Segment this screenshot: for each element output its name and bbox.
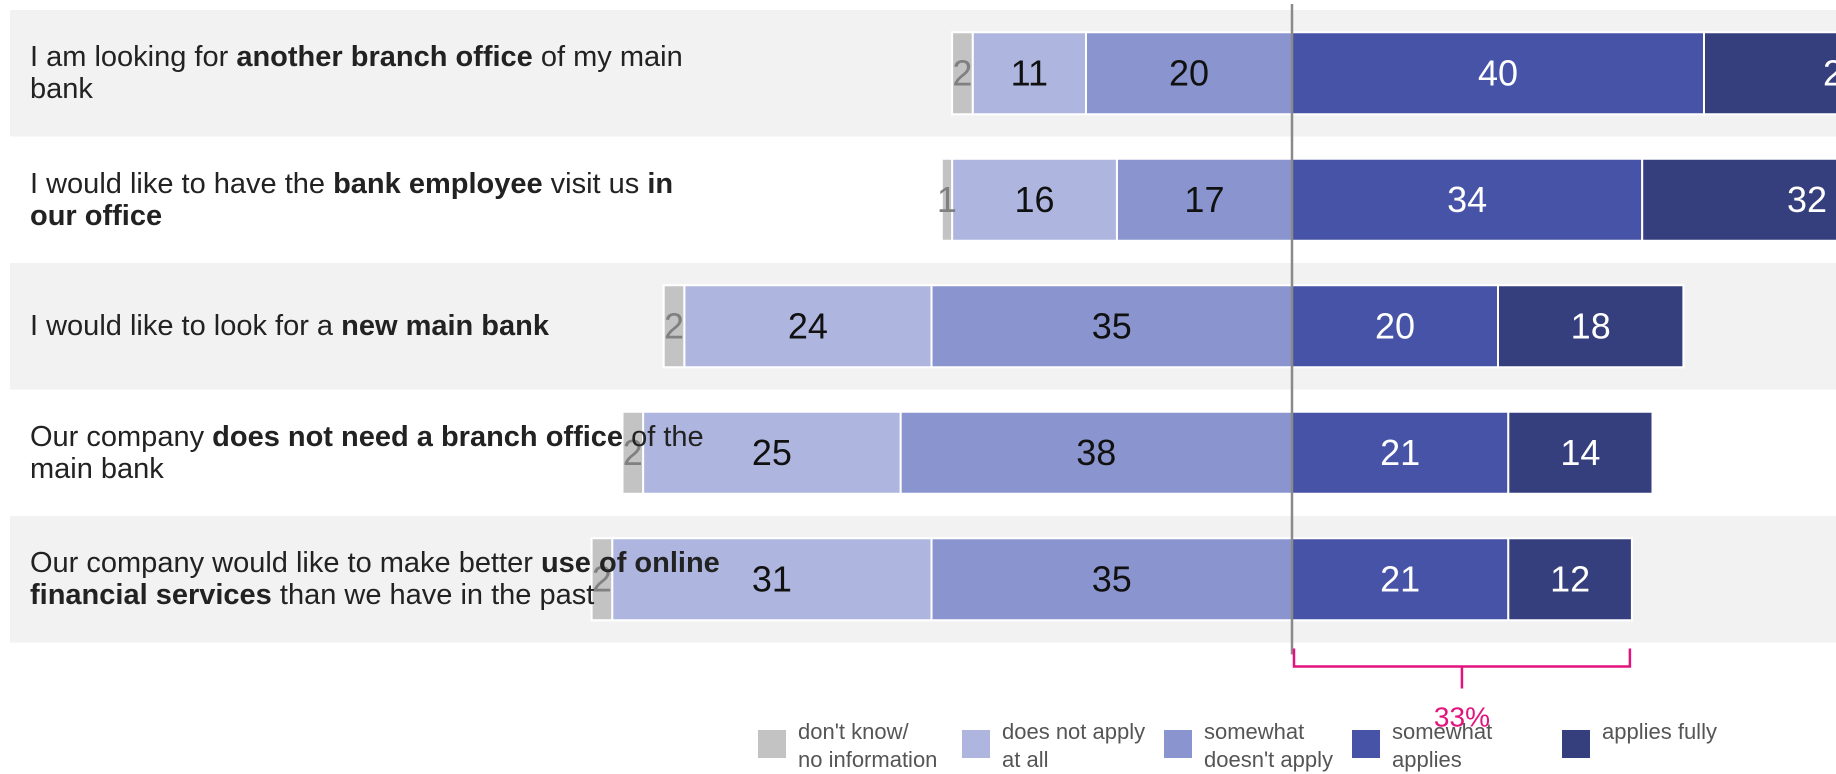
data-label: 17 xyxy=(1184,179,1224,220)
legend-swatch xyxy=(1164,730,1192,758)
row-label: Our company does not need a branch offic… xyxy=(30,420,704,485)
bar-segment xyxy=(1115,157,1294,242)
annotation-bracket xyxy=(1292,648,1632,689)
bar-segment xyxy=(1291,31,1705,116)
legend-item: somewhat applies xyxy=(1352,718,1492,774)
bar-segment xyxy=(621,410,645,495)
data-label: 12 xyxy=(1550,558,1590,599)
bar-segment xyxy=(590,537,614,622)
legend-swatch xyxy=(758,730,786,758)
data-label: 2 xyxy=(592,558,612,599)
data-label: 40 xyxy=(1478,52,1518,93)
data-label: 20 xyxy=(1375,305,1415,346)
legend-item: applies fully xyxy=(1562,718,1717,758)
bar-segment xyxy=(1291,537,1510,622)
bar-segment xyxy=(611,537,933,622)
data-label: 25 xyxy=(752,432,792,473)
legend-swatch xyxy=(1352,730,1380,758)
legend-swatch xyxy=(962,730,990,758)
data-label: 24 xyxy=(788,305,828,346)
data-label: 35 xyxy=(1092,305,1132,346)
legend-label: somewhat applies xyxy=(1392,719,1493,772)
bar-segment xyxy=(642,410,902,495)
bar-segment xyxy=(899,410,1293,495)
data-label: 18 xyxy=(1571,305,1611,346)
legend-item: somewhat doesn't apply xyxy=(1164,718,1333,774)
bar-segment xyxy=(930,537,1293,622)
row-label: Our company would like to make better us… xyxy=(30,547,720,612)
data-label: 38 xyxy=(1076,432,1116,473)
bar-segment xyxy=(1291,410,1510,495)
bar-segment xyxy=(930,284,1293,369)
legend-swatch xyxy=(1562,730,1590,758)
bar-segment xyxy=(951,31,974,116)
bar-segment xyxy=(662,284,686,369)
bar-segment xyxy=(1703,31,1836,116)
data-label: 27 xyxy=(1823,52,1836,93)
legend-label: applies fully xyxy=(1602,719,1717,744)
data-label: 2 xyxy=(952,52,972,93)
row-label: I would like to have the bank employee v… xyxy=(30,167,674,232)
data-label: 16 xyxy=(1014,179,1054,220)
data-label: 31 xyxy=(752,558,792,599)
row-label: I am looking for another branch office o… xyxy=(30,41,683,106)
data-label: 11 xyxy=(1011,52,1048,93)
bar-segment xyxy=(1291,157,1644,242)
bar-segment xyxy=(940,157,954,242)
bar-segment xyxy=(1507,410,1654,495)
data-label: 34 xyxy=(1447,179,1487,220)
data-label: 2 xyxy=(664,305,684,346)
data-label: 32 xyxy=(1787,179,1827,220)
data-label: 21 xyxy=(1380,558,1420,599)
row-label: I would like to look for a new main bank xyxy=(30,310,549,343)
annotation-label: 33% xyxy=(1434,702,1490,733)
data-label: 2 xyxy=(623,432,643,473)
legend-label: somewhat doesn't apply xyxy=(1204,719,1333,772)
legend-item: does not apply at all xyxy=(962,718,1145,774)
data-label: 35 xyxy=(1092,558,1132,599)
legend-label: don't know/ no information xyxy=(798,719,938,772)
data-label: 1 xyxy=(937,179,957,220)
bar-segment xyxy=(1507,537,1633,622)
legend-item: don't know/ no information xyxy=(758,718,937,774)
bar-segment xyxy=(1641,157,1836,242)
data-label: 21 xyxy=(1380,432,1420,473)
bar-segment xyxy=(951,157,1118,242)
data-label: 14 xyxy=(1560,432,1600,473)
bar-segment xyxy=(1497,284,1685,369)
bar-segment xyxy=(971,31,1088,116)
data-label: 20 xyxy=(1169,52,1209,93)
legend-label: does not apply at all xyxy=(1002,719,1146,772)
